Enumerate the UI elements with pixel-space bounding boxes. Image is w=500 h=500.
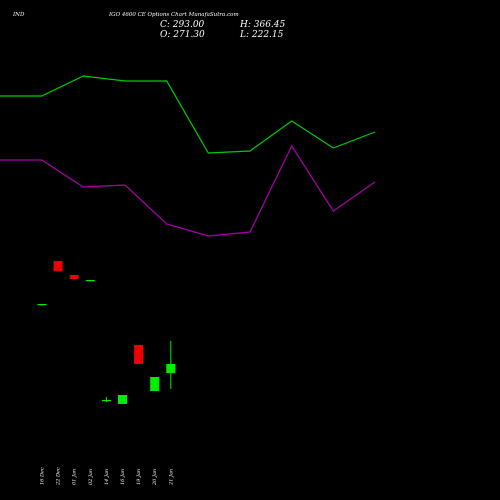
- candle-body: [53, 261, 63, 271]
- candle: [37, 304, 47, 306]
- candle-body: [150, 377, 160, 391]
- x-tick-label: 16 Jan: [120, 469, 126, 485]
- candle: [69, 275, 79, 279]
- candle-body: [101, 400, 111, 402]
- high-value: H: 366.45: [239, 20, 286, 30]
- x-tick-label: 01 Jan: [72, 469, 78, 485]
- candle: [134, 345, 144, 364]
- candle: [53, 261, 63, 271]
- open-value: O: 271.30: [160, 30, 205, 40]
- upper-band-line: [0, 75, 376, 154]
- lower-band-line: [0, 144, 376, 237]
- close-value: C: 293.00: [160, 20, 205, 30]
- x-tick-label: 20 Jan: [152, 469, 158, 486]
- symbol-label: IND: [12, 12, 25, 18]
- candle-body: [85, 280, 95, 282]
- candle: [85, 280, 95, 282]
- indicator-lines: [0, 75, 376, 237]
- candle: [150, 377, 160, 391]
- x-tick-label: 14 Jan: [104, 469, 110, 485]
- candle-body: [69, 275, 79, 279]
- low-value: L: 222.15: [239, 30, 284, 40]
- x-tick-label: 19 Jan: [136, 469, 142, 485]
- candlesticks: [37, 261, 176, 404]
- x-tick-label: 22 Dec: [56, 467, 62, 486]
- candle-body: [37, 304, 47, 306]
- x-tick-label: 02 Jan: [88, 469, 94, 485]
- candle-body: [134, 345, 144, 364]
- x-tick-label: 16 Dec: [40, 467, 46, 485]
- candle-body: [166, 364, 176, 373]
- candle: [118, 395, 127, 404]
- x-tick-label: 21 Jan: [168, 469, 174, 486]
- candle: [166, 341, 176, 389]
- chart-title: IGO 4600 CE Options Chart MunafaSutra.co…: [108, 12, 239, 18]
- candle: [101, 397, 111, 402]
- candle-body: [118, 395, 127, 404]
- x-axis-ticks: 16 Dec 22 Dec 01 Jan 02 Jan 14 Jan 16 Jan 19 J…: [40, 467, 175, 486]
